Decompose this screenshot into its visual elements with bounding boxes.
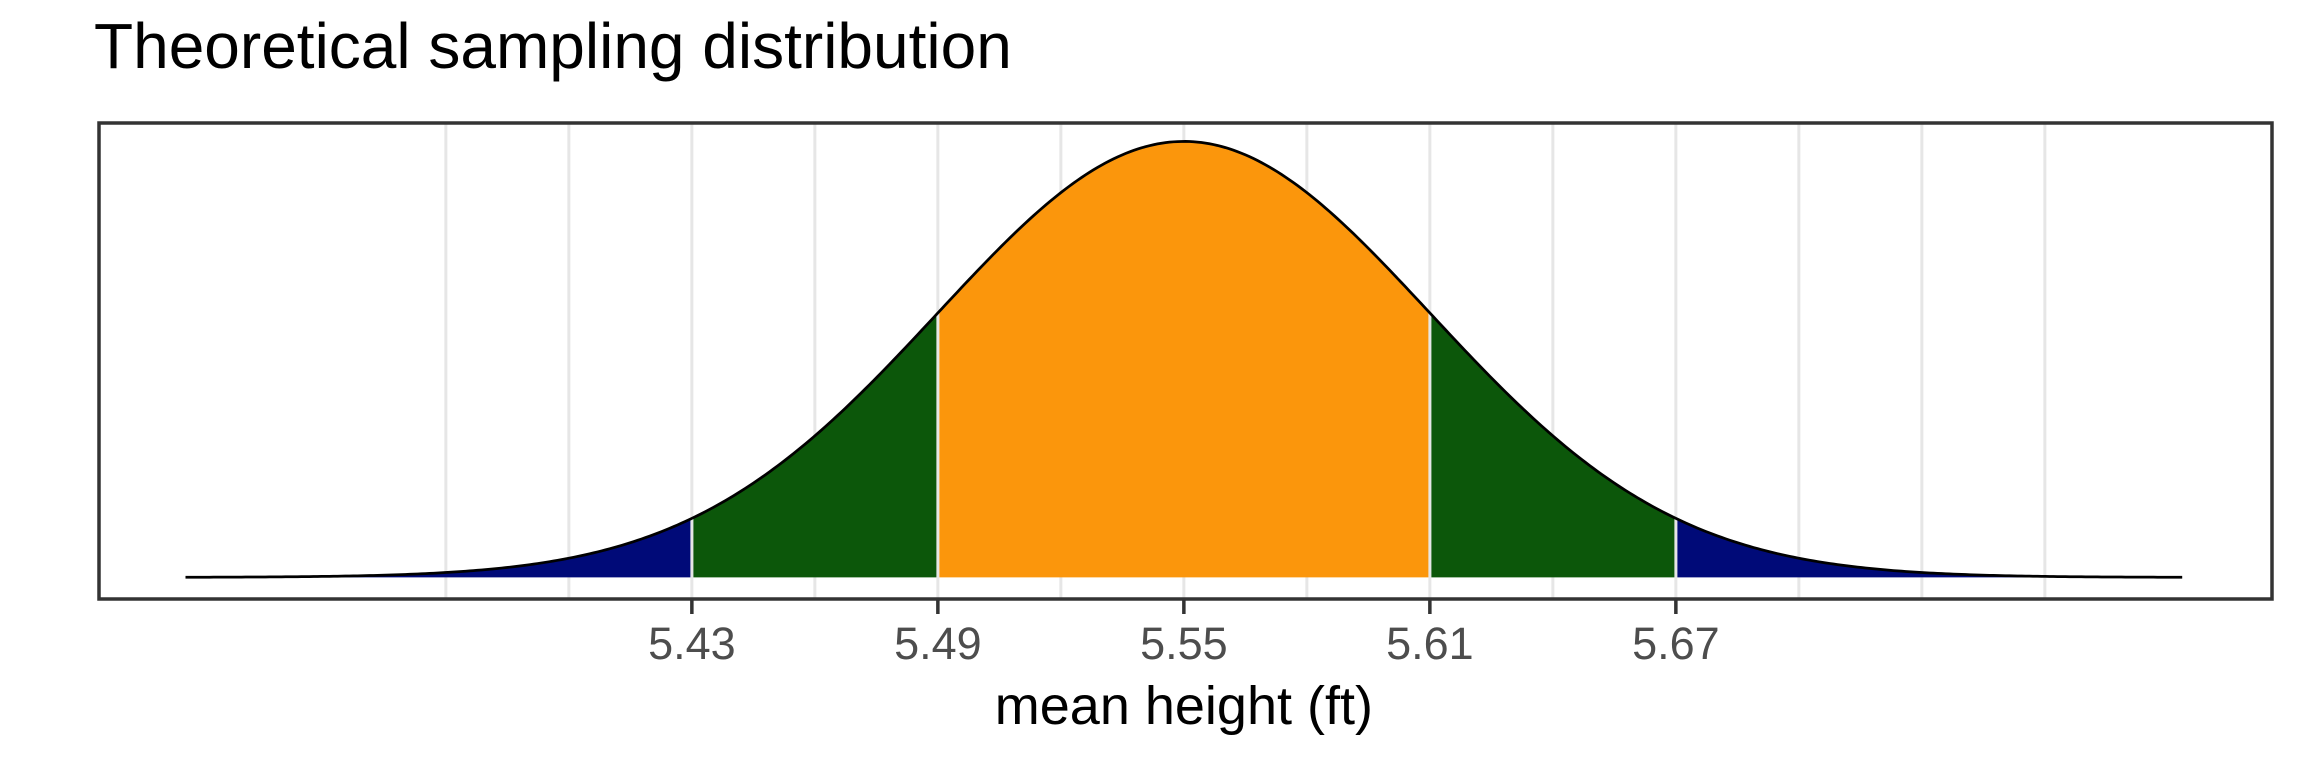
panel-border: [97, 121, 2274, 601]
x-tick-label: 5.55: [1140, 618, 1228, 669]
density-region: [185, 519, 691, 578]
density-region: [1677, 519, 2183, 578]
x-tick-label: 5.67: [1632, 618, 1720, 669]
density-region: [939, 141, 1429, 578]
x-tick-label: 5.49: [894, 618, 982, 669]
x-axis-title: mean height (ft): [994, 676, 1373, 736]
chart-title: Theoretical sampling distribution: [94, 10, 1012, 82]
x-tick-label: 5.43: [648, 618, 736, 669]
density-curve: [185, 140, 2183, 579]
x-tick-label: 5.61: [1386, 618, 1474, 669]
